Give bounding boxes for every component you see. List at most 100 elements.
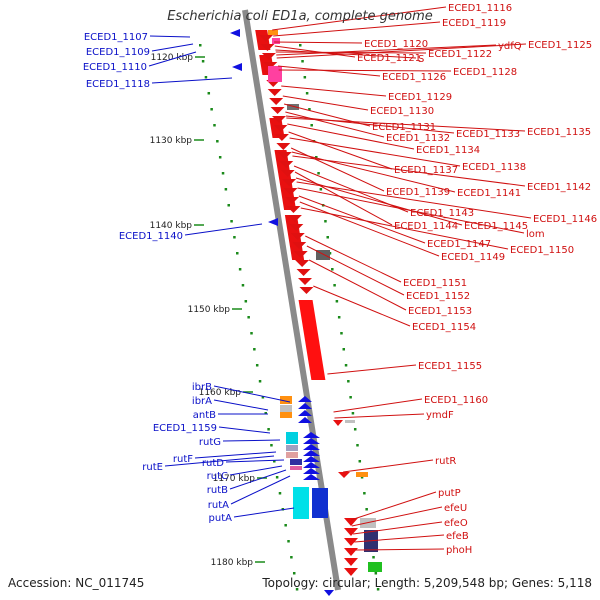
gene-label-forward: rutG — [199, 437, 221, 448]
inner-scale-tick — [241, 284, 245, 287]
outer-scale-tick — [315, 156, 318, 159]
label-leader — [213, 385, 291, 403]
inner-scale-tick — [275, 476, 279, 479]
reverse-gene-arrow — [298, 278, 313, 285]
forward-gene-arrow — [303, 462, 320, 468]
reverse-gene-arrow — [274, 134, 289, 141]
gene-label-reverse: ECED1_1153 — [408, 306, 472, 317]
label-leader — [285, 115, 455, 134]
gene-label-reverse: ECED1_1149 — [441, 252, 505, 263]
label-leader — [151, 77, 233, 84]
inner-scale-tick — [270, 444, 273, 447]
forward-gene-arrow — [268, 218, 278, 226]
label-leader — [274, 45, 356, 58]
reverse-gene-arrow — [285, 197, 300, 204]
gene-block — [345, 420, 355, 423]
outer-scale-tick — [333, 284, 336, 287]
label-leader — [287, 123, 415, 150]
outer-scale-tick — [324, 220, 327, 223]
label-leader — [327, 364, 417, 375]
label-leader — [305, 235, 402, 283]
outer-scale-tick — [301, 60, 304, 63]
label-leader — [290, 147, 385, 192]
label-leader — [274, 41, 363, 44]
gene-block — [293, 487, 309, 519]
gene-label-reverse: ECED1_1119 — [442, 18, 506, 29]
gene-block — [290, 466, 302, 470]
outer-scale-tick — [358, 460, 362, 463]
gene-block — [356, 472, 368, 477]
gene-block — [280, 396, 292, 404]
gene-label-reverse: ECED1_1135 — [527, 127, 591, 138]
gene-label-reverse: ECED1_1133 — [456, 129, 520, 140]
label-leader — [313, 285, 411, 327]
inner-scale-tick — [292, 572, 296, 575]
inner-scale-tick — [273, 460, 276, 463]
gene-label-reverse: ECED1_1121 — [357, 53, 421, 64]
label-leader — [218, 426, 271, 434]
gene-label-reverse: ECED1_1146 — [533, 214, 597, 225]
label-leader — [353, 521, 443, 535]
label-leader — [294, 171, 393, 226]
outer-scale-tick — [360, 476, 364, 479]
gene-block — [286, 452, 298, 458]
reverse-gene-arrow — [295, 260, 310, 267]
outer-scale-tick — [335, 300, 339, 303]
reverse-gene-arrow — [263, 62, 278, 69]
reverse-gene-arrow — [280, 170, 295, 177]
reverse-gene-arrow — [267, 89, 282, 96]
inner-scale-tick — [244, 300, 248, 303]
gene-block — [286, 445, 298, 451]
gene-block — [268, 66, 282, 82]
forward-gene-arrow — [298, 410, 312, 416]
reverse-gene-arrow — [293, 251, 308, 258]
gene-label-reverse: efeO — [444, 518, 468, 529]
gene-label-reverse: ECED1_1122 — [428, 49, 492, 60]
scale-label: 1140 kbp — [150, 221, 193, 231]
inner-scale-tick — [253, 348, 256, 351]
gene-label-reverse: ECED1_1129 — [388, 92, 452, 103]
reverse-gene-arrow — [259, 35, 274, 42]
outer-scale-tick — [347, 380, 350, 383]
gene-block — [312, 488, 328, 518]
label-leader — [343, 459, 434, 473]
reverse-gene-arrow — [261, 53, 276, 60]
map-title: Escherichia coli ED1a, complete genome — [167, 9, 433, 24]
label-leader — [233, 507, 295, 518]
label-leader — [225, 459, 285, 463]
inner-scale-tick — [255, 364, 259, 367]
inner-scale-tick — [236, 252, 239, 255]
reverse-gene-arrow — [279, 161, 294, 168]
label-leader — [281, 85, 387, 97]
reverse-gene-arrow — [286, 206, 301, 213]
inner-scale-tick — [247, 316, 250, 319]
inner-scale-tick — [210, 108, 213, 111]
reverse-gene-arrow — [270, 107, 285, 114]
gene-block — [272, 38, 280, 44]
outer-scale-tick — [305, 92, 309, 95]
inner-scale-tick — [204, 76, 208, 79]
gene-label-reverse: ECED1_1141 — [457, 188, 521, 199]
gene-label-reverse: ECED1_1116 — [448, 3, 512, 14]
inner-scale-tick — [224, 188, 228, 191]
label-leader — [289, 137, 461, 167]
inner-scale-tick — [218, 156, 222, 159]
gene-block — [286, 432, 298, 444]
gene-label-forward: ECED1_1107 — [84, 32, 148, 43]
scale-label: 1130 kbp — [150, 136, 193, 146]
inner-scale-tick — [258, 380, 262, 383]
reverse-gene-arrow — [283, 188, 298, 195]
outer-scale-tick — [344, 364, 348, 367]
inner-scale-tick — [221, 172, 225, 175]
inner-scale-tick — [290, 556, 293, 559]
forward-gene-arrow — [298, 403, 312, 409]
gene-block — [368, 562, 382, 572]
label-leader — [275, 51, 427, 54]
label-leader — [230, 475, 291, 505]
gene-label-reverse: ECED1_1137 — [394, 165, 458, 176]
outer-scale-tick — [356, 444, 359, 447]
inner-scale-tick — [201, 60, 205, 63]
forward-gene-arrow — [303, 438, 320, 444]
gene-label-forward: ECED1_1109 — [86, 47, 150, 58]
